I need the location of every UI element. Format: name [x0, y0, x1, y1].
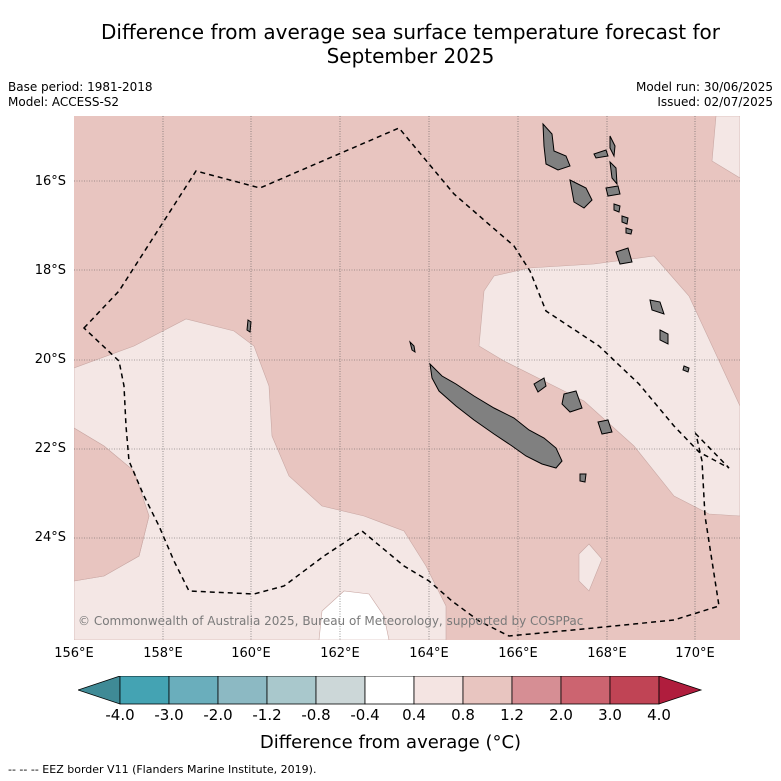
colorbar-tick-label: 2.0 — [549, 706, 573, 724]
sst-anomaly-map — [74, 116, 740, 640]
new-caledonia-island — [429, 362, 563, 469]
colorbar-tick-label: 1.2 — [500, 706, 524, 724]
model-name: Model: ACCESS-S2 — [8, 95, 120, 109]
ambrym-island — [605, 185, 621, 197]
lon-tick-160e: 160°E — [231, 646, 271, 661]
colorbar-title: Difference from average (°C) — [259, 732, 522, 753]
small-islands-c — [625, 227, 633, 235]
lon-tick-156e: 156°E — [54, 646, 94, 661]
lat-tick-20s: 20°S — [34, 352, 66, 367]
malakula-island — [569, 179, 593, 209]
colorbar-tick-label: -0.4 — [350, 706, 380, 724]
title-line-2: September 2025 — [326, 44, 495, 68]
isle-of-pines — [579, 473, 587, 483]
issued-date: Issued: 02/07/2025 — [657, 95, 773, 109]
erromango-island — [649, 299, 665, 315]
lon-tick-168e: 168°E — [587, 646, 627, 661]
colorbar-tick-label: -4.0 — [105, 706, 135, 724]
chart-title: Difference from average sea surface temp… — [40, 20, 781, 68]
maewo-island — [609, 135, 616, 158]
colorbar-cell — [119, 676, 170, 705]
colorbar-cell — [413, 676, 464, 705]
base-period: Base period: 1981-2018 — [8, 80, 153, 94]
anomaly-band-0-8-to-1-2-southwest — [74, 427, 150, 582]
colorbar-cell — [315, 676, 366, 705]
mare-island — [597, 419, 613, 435]
lon-tick-166e: 166°E — [498, 646, 538, 661]
graticule — [74, 116, 740, 640]
lat-tick-16s: 16°S — [34, 174, 66, 189]
lifou-island — [561, 390, 583, 413]
lon-tick-170e: 170°E — [675, 646, 715, 661]
small-islands-b — [621, 215, 629, 225]
colorbar-cell — [560, 676, 611, 705]
lat-tick-18s: 18°S — [34, 263, 66, 278]
colorbar-tick-label: 3.0 — [598, 706, 622, 724]
pentecost-island — [609, 160, 618, 186]
lon-tick-162e: 162°E — [320, 646, 360, 661]
colorbar-cell — [511, 676, 562, 705]
colorbar-tick-label: 0.8 — [451, 706, 475, 724]
copyright-notice: © Commonwealth of Australia 2025, Bureau… — [78, 614, 584, 628]
colorbar-tick-label: -3.0 — [154, 706, 184, 724]
eez-border — [82, 127, 730, 637]
colorbar — [78, 676, 703, 705]
anomaly-band-0-4-to-0-8-northeast — [711, 116, 740, 179]
model-run: Model run: 30/06/2025 — [635, 80, 773, 94]
belep-islands — [409, 340, 416, 354]
colorbar-cell — [609, 676, 660, 705]
colorbar-tick-label: -2.0 — [203, 706, 233, 724]
tanna-island — [659, 329, 669, 345]
efate-island — [615, 247, 633, 265]
anomaly-band-minus-0-4-to-0-4-south — [318, 590, 390, 640]
small-islands-e — [246, 319, 252, 333]
small-islands-d — [682, 365, 690, 373]
colorbar-tick-label: -0.8 — [301, 706, 331, 724]
ambae-island — [593, 149, 609, 159]
lon-tick-158e: 158°E — [143, 646, 183, 661]
lat-tick-22s: 22°S — [34, 441, 66, 456]
anomaly-band-0-4-to-0-8-pocket — [578, 543, 603, 592]
colorbar-cell — [462, 676, 513, 705]
eez-footnote: -- -- -- EEZ border V11 (Flanders Marine… — [8, 763, 317, 776]
title-line-1: Difference from average sea surface temp… — [100, 20, 720, 44]
ouvea-island — [533, 377, 547, 393]
colorbar-cell — [364, 676, 415, 705]
lat-tick-24s: 24°S — [34, 530, 66, 545]
anomaly-band-0-4-to-0-8-east — [478, 255, 740, 517]
meta-right: Model run: 30/06/2025 Issued: 02/07/2025 — [636, 80, 773, 110]
espiritu-santo-island — [542, 122, 571, 171]
meta-left: Base period: 1981-2018 Model: ACCESS-S2 — [8, 80, 153, 110]
colorbar-tick-label: 4.0 — [647, 706, 671, 724]
colorbar-cell — [266, 676, 317, 705]
colorbar-tick-label: -1.2 — [252, 706, 282, 724]
colorbar-extend-high — [658, 676, 703, 705]
colorbar-extend-low — [78, 676, 121, 705]
colorbar-tick-label: 0.4 — [402, 706, 426, 724]
colorbar-cell — [217, 676, 268, 705]
lon-tick-164e: 164°E — [409, 646, 449, 661]
small-islands-a — [613, 203, 621, 213]
colorbar-cell — [168, 676, 219, 705]
